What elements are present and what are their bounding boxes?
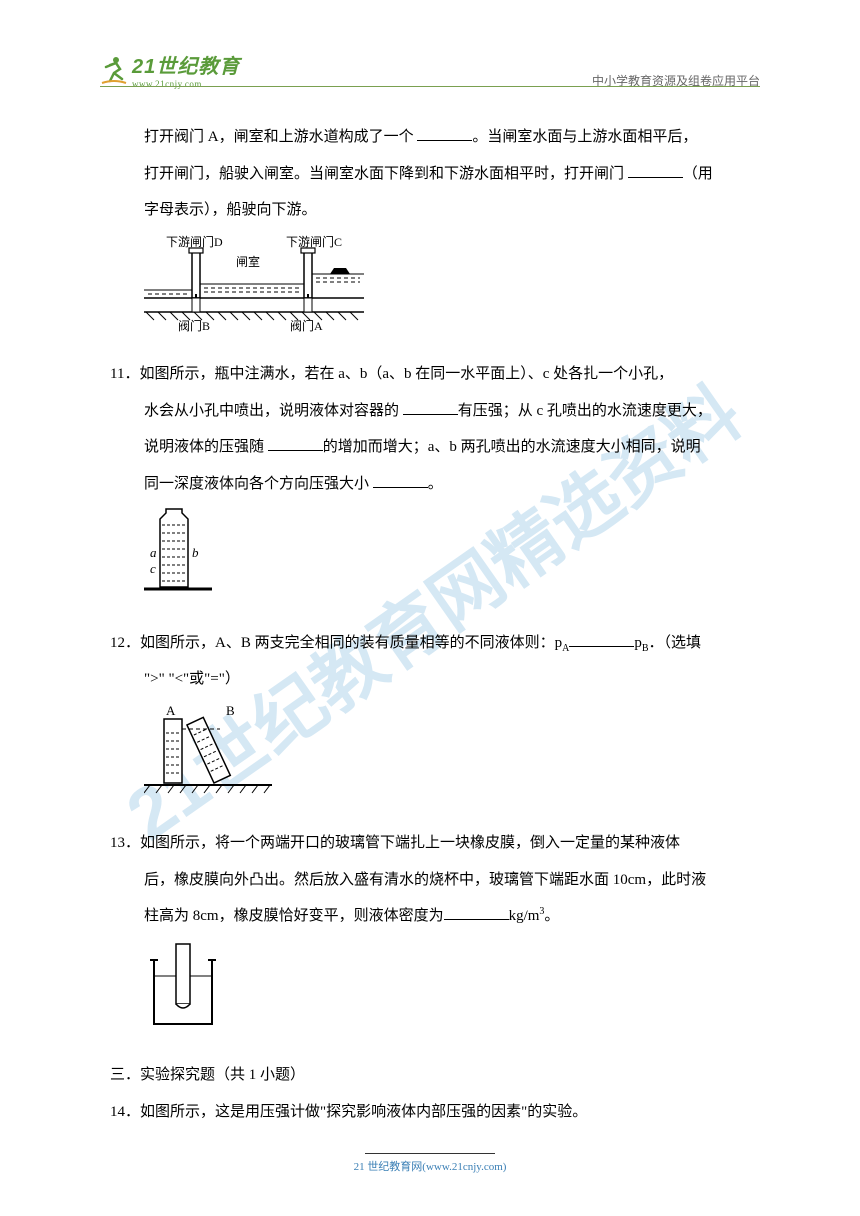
- footer-divider: [365, 1153, 495, 1154]
- fig-label-room: 闸室: [236, 254, 260, 269]
- boat-icon: [330, 268, 350, 274]
- label-b: b: [192, 545, 199, 560]
- q-number: 11．: [110, 366, 139, 382]
- q13-l2: 后，橡皮膜向外凸出。然后放入盛有清水的烧杯中，玻璃管下端距水面 10cm，此时液: [144, 872, 706, 888]
- blank: [417, 126, 472, 141]
- q12-l2: ">" "<"或"="）: [144, 671, 240, 687]
- runner-icon: [100, 55, 128, 85]
- q11-l2a: 水会从小孔中喷出，说明液体对容器的: [144, 403, 403, 419]
- footer-text: 21 世纪教育网(www.21cnjy.com): [0, 1158, 860, 1174]
- q12-l1a: 如图所示，A、B 两支完全相同的装有质量相等的不同液体则：p: [140, 635, 562, 651]
- q10-line2a: 打开闸门，船驶入闸室。当闸室水面下降到和下游水面相平时，打开闸门: [144, 166, 628, 182]
- q-number: 13．: [110, 835, 140, 851]
- question-10-continuation: 打开阀门 A，闸室和上游水道构成了一个 。当闸室水面与上游水面相平后， 打开闸门…: [110, 120, 750, 347]
- blank: [403, 400, 458, 415]
- q11-line1: 如图所示，瓶中注满水，若在 a、b（a、b 在同一水平面上）、c 处各扎一个小孔…: [139, 366, 673, 382]
- content-area: 打开阀门 A，闸室和上游水道构成了一个 。当闸室水面与上游水面相平后， 打开闸门…: [110, 120, 750, 1137]
- label-a: a: [150, 545, 157, 560]
- question-11: 11．如图所示，瓶中注满水，若在 a、b（a、b 在同一水平面上）、c 处各扎一…: [110, 357, 750, 616]
- fig-label-b: 阀门B: [178, 318, 210, 333]
- fig-label-c: 下游闸门C: [286, 234, 342, 249]
- header-divider: [100, 86, 760, 87]
- question-14: 14．如图所示，这是用压强计做"探究影响液体内部压强的因素"的实验。: [110, 1095, 750, 1130]
- blank: [268, 436, 323, 451]
- page-header: 21世纪教育 www.21cnjy.com 中小学教育资源及组卷应用平台: [100, 50, 760, 89]
- label-a: A: [166, 703, 176, 718]
- section-3-title: 三．实验探究题（共 1 小题）: [110, 1058, 750, 1093]
- sub-b: B: [642, 643, 649, 654]
- q11-l2b: 有压强；从 c 孔喷出的水流速度更大，: [458, 403, 712, 419]
- q12-figure: A B: [144, 703, 750, 817]
- q13-l3b: kg/m: [509, 908, 540, 924]
- fig-label-a: 阀门A: [290, 318, 323, 333]
- logo-block: 21世纪教育 www.21cnjy.com: [100, 50, 240, 89]
- question-12: 12．如图所示，A、B 两支完全相同的装有质量相等的不同液体则：pApB．（选填…: [110, 626, 750, 817]
- blank: [444, 905, 509, 920]
- q13-figure: [144, 940, 750, 1049]
- q13-l3c: 。: [544, 908, 559, 924]
- logo-text: 21世纪教育: [132, 50, 240, 79]
- q-number: 14．: [110, 1104, 140, 1120]
- q14-text: 如图所示，这是用压强计做"探究影响液体内部压强的因素"的实验。: [140, 1104, 587, 1120]
- q10-figure: 下游闸门D 下游闸门C 闸室: [144, 234, 750, 348]
- q11-l3b: 的增加而增大；a、b 两孔喷出的水流速度大小相同，说明: [323, 439, 701, 455]
- q10-line1b: 。当闸室水面与上游水面相平后，: [472, 129, 697, 145]
- q13-l3a: 柱高为 8cm，橡皮膜恰好变平，则液体密度为: [144, 908, 444, 924]
- page-footer: 21 世纪教育网(www.21cnjy.com): [0, 1153, 860, 1174]
- q10-line3: 字母表示），船驶向下游。: [144, 202, 317, 218]
- q-number: 12．: [110, 635, 140, 651]
- blank: [373, 473, 428, 488]
- label-b: B: [226, 703, 235, 718]
- question-13: 13．如图所示，将一个两端开口的玻璃管下端扎上一块橡皮膜，倒入一定量的某种液体 …: [110, 826, 750, 1048]
- q11-l4a: 同一深度液体向各个方向压强大小: [144, 476, 373, 492]
- sub-a: A: [562, 643, 569, 654]
- blank: [628, 163, 683, 178]
- q13-l1: 如图所示，将一个两端开口的玻璃管下端扎上一块橡皮膜，倒入一定量的某种液体: [140, 835, 680, 851]
- q11-figure: a b c: [144, 507, 750, 616]
- fig-label-d: 下游闸门D: [166, 234, 223, 249]
- q10-line2b: （用: [683, 166, 713, 182]
- q12-l1b: p: [634, 635, 642, 651]
- logo-url: www.21cnjy.com: [132, 79, 240, 89]
- blank: [569, 632, 634, 647]
- label-c: c: [150, 561, 156, 576]
- q11-l4b: 。: [428, 476, 443, 492]
- q10-line1a: 打开阀门 A，闸室和上游水道构成了一个: [144, 129, 417, 145]
- q11-l3a: 说明液体的压强随: [144, 439, 268, 455]
- q12-l1c: ．（选填: [649, 635, 702, 651]
